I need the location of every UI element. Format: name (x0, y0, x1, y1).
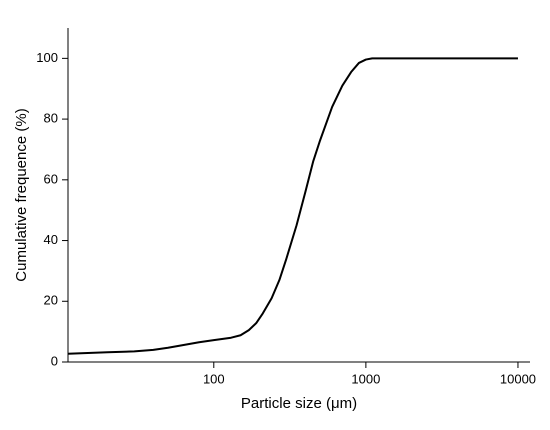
y-tick-label: 60 (44, 171, 58, 186)
y-tick-label: 80 (44, 111, 58, 126)
x-tick-label: 100 (203, 371, 225, 386)
y-axis-label: Cumulative frequence (%) (13, 108, 30, 281)
x-tick-label: 1000 (351, 371, 380, 386)
y-tick-label: 20 (44, 293, 58, 308)
x-tick-label: 10000 (500, 371, 536, 386)
y-tick-label: 0 (51, 353, 58, 368)
y-tick-label: 100 (36, 50, 58, 65)
y-tick-label: 40 (44, 232, 58, 247)
line-series (67, 57, 518, 355)
x-axis-label: Particle size (μm) (241, 395, 357, 412)
